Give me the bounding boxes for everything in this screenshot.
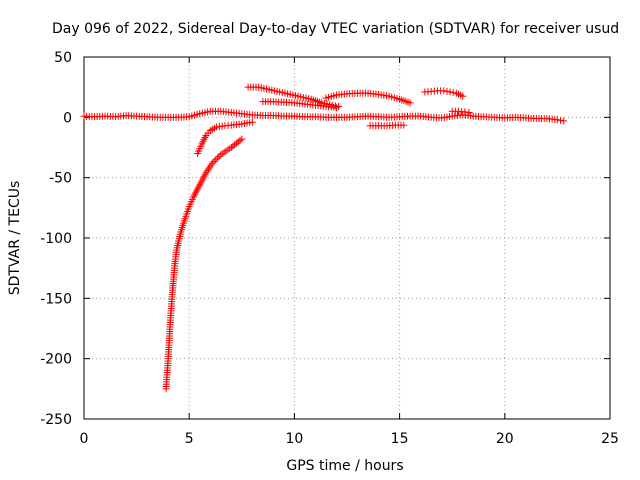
grid xyxy=(84,57,610,419)
data-point-steep-rise xyxy=(227,144,235,151)
x-tick-label: 5 xyxy=(185,431,194,447)
data-point-baseline-b xyxy=(560,117,568,125)
data-point-arc-e xyxy=(449,89,457,97)
data-point-arc-e xyxy=(459,92,467,100)
data-points xyxy=(80,83,568,393)
data-point-segment-f xyxy=(465,109,473,117)
y-tick-label: -250 xyxy=(40,412,72,428)
chart-title: Day 096 of 2022, Sidereal Day-to-day VTE… xyxy=(52,21,619,37)
y-tick-label: -50 xyxy=(49,171,72,187)
data-point-arc-c xyxy=(406,99,414,107)
data-point-steep-rise xyxy=(234,138,242,146)
data-point-steep-rise xyxy=(238,135,246,143)
y-axis-label: SDTVAR / TECUs xyxy=(7,181,23,296)
data-point-steep-rise xyxy=(236,136,244,144)
x-tick-label: 25 xyxy=(601,431,619,447)
y-tick-label: -100 xyxy=(40,231,72,247)
data-point-low-curve xyxy=(248,118,256,126)
data-point-steep-rise xyxy=(208,159,216,167)
x-tick-label: 10 xyxy=(285,431,303,447)
data-point-steep-rise xyxy=(233,139,241,147)
data-point-arc-e xyxy=(446,88,454,96)
data-point-segment-d xyxy=(400,121,408,129)
data-point-steep-rise xyxy=(213,154,221,162)
data-point-baseline-b xyxy=(553,116,561,124)
data-point-baseline-b xyxy=(557,116,565,124)
data-point-steep-rise xyxy=(215,152,223,160)
data-point-steep-rise xyxy=(231,141,239,149)
data-point-steep-rise xyxy=(212,156,220,164)
data-point-arc-e xyxy=(443,87,451,95)
axis-tick-labels: 0 5 10 15 20 25 50 0 -50 -100 -150 -200 -250 xyxy=(40,50,619,447)
axis-ticks xyxy=(83,56,611,420)
data-point-steep-rise xyxy=(229,142,237,150)
y-tick-label: -150 xyxy=(40,291,72,307)
x-tick-label: 0 xyxy=(80,431,89,447)
y-tick-label: -200 xyxy=(40,352,72,368)
data-point-arc-e xyxy=(440,87,448,95)
data-point-arc-b xyxy=(332,104,340,112)
x-tick-label: 20 xyxy=(496,431,514,447)
data-point-steep-rise xyxy=(210,157,218,165)
x-axis-label: GPS time / hours xyxy=(286,458,403,474)
y-tick-label: 0 xyxy=(63,110,72,126)
x-tick-label: 15 xyxy=(391,431,409,447)
y-tick-label: 50 xyxy=(54,50,72,66)
plot-frame xyxy=(83,56,611,420)
data-point-arc-a xyxy=(331,102,339,110)
data-point-segment-f xyxy=(461,108,469,116)
